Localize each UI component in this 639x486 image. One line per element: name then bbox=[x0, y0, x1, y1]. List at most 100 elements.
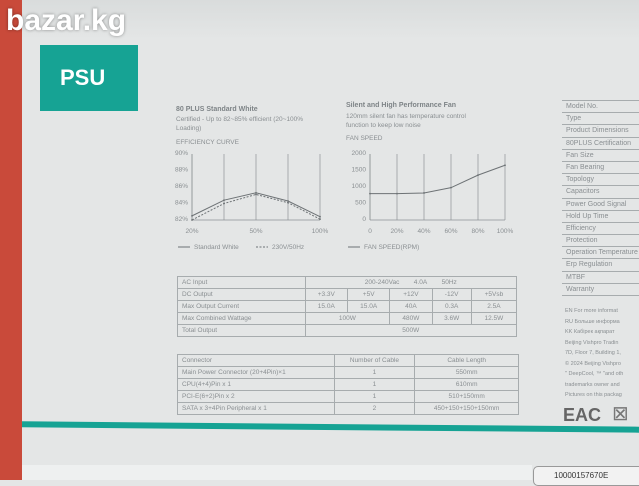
legend-label: Standard White bbox=[194, 244, 239, 251]
y-tick-label: 500 bbox=[355, 200, 366, 207]
note-line: RU Больше информа bbox=[565, 318, 620, 325]
spec-label: Efficiency bbox=[562, 223, 639, 236]
y-tick-label: 1000 bbox=[352, 183, 367, 190]
column-header: Cable Length bbox=[414, 354, 519, 367]
ac-current: 4.0A bbox=[413, 279, 428, 286]
column-header: Number of Cable bbox=[333, 354, 416, 367]
spec-label: Protection bbox=[562, 235, 639, 248]
box-top bbox=[0, 0, 639, 40]
table-cell: 610mm bbox=[414, 378, 519, 391]
max-wattage-row: Max Combined Wattage 100W 480W 3.6W 12.5W bbox=[177, 312, 518, 325]
spec-label: MTBF bbox=[562, 272, 639, 284]
data-point bbox=[477, 174, 479, 177]
data-point bbox=[287, 200, 289, 202]
data-point bbox=[396, 192, 398, 195]
fan-chart-title: FAN SPEED bbox=[346, 135, 383, 142]
series-line bbox=[370, 164, 506, 195]
table-cell: 1 bbox=[333, 366, 416, 379]
table-cell: PCI-E(6+2)Pin x 2 bbox=[177, 390, 335, 403]
x-tick-label: 40% bbox=[417, 228, 430, 235]
efficiency-chart: 82% 84% 86% 88% 90% 20% 50% 100% Standard White 2… bbox=[175, 150, 329, 251]
ac-freq: 50Hz bbox=[441, 279, 457, 286]
table-cell: 510+150mm bbox=[414, 390, 519, 403]
y-tick-label: 82% bbox=[175, 216, 188, 223]
note-line: Pictures on this packag bbox=[565, 392, 622, 398]
column-header: Connector bbox=[177, 354, 335, 367]
table-cell: 1 bbox=[333, 378, 416, 391]
y-tick-label: 88% bbox=[175, 167, 188, 174]
note-line: © 2024 Beijing Vishpro bbox=[565, 360, 621, 367]
box-lower-panel bbox=[22, 465, 532, 480]
barcode-label: 10000157670E bbox=[533, 466, 639, 486]
spec-label: Type bbox=[562, 113, 639, 126]
total-output-row: Total Output 500W bbox=[177, 324, 518, 337]
spec-label: Fan Bearing bbox=[562, 162, 639, 175]
data-point bbox=[423, 192, 425, 194]
spec-label: Model No. bbox=[562, 101, 639, 114]
spec-label: Topology bbox=[562, 174, 639, 187]
watermark: bazar.kg bbox=[6, 4, 127, 37]
x-tick-label: 0 bbox=[368, 228, 372, 235]
data-point bbox=[369, 192, 371, 195]
note-line: trademarks owner and bbox=[565, 381, 620, 388]
spec-label: Warranty bbox=[562, 284, 639, 296]
data-point bbox=[223, 202, 225, 205]
header-row: Connector Number of Cable Cable Length bbox=[177, 354, 519, 367]
notes: EN For more informat RU Больше информа KK … bbox=[565, 306, 639, 401]
table-cell: 550mm bbox=[414, 366, 519, 379]
efficiency-desc: Certified - Up to 82~85% efficient (20~1… bbox=[176, 116, 304, 132]
dc-output-row: DC Output +3.3V +5V +12V -12V +5Vsb bbox=[177, 288, 518, 301]
ac-input-label: AC Input bbox=[177, 276, 306, 289]
data-point bbox=[223, 199, 225, 202]
data-point bbox=[504, 164, 506, 167]
data-point bbox=[287, 201, 289, 204]
data-point bbox=[191, 219, 193, 221]
table-row: CPU(4+4)Pin x 1 1 610mm bbox=[177, 378, 519, 391]
spec-label: Erp Regulation bbox=[562, 259, 639, 272]
note-line: KK Кабірек ақпарат bbox=[565, 329, 615, 335]
x-tick-label: 20% bbox=[390, 228, 403, 235]
data-point bbox=[191, 214, 193, 217]
data-point bbox=[319, 215, 321, 218]
data-point bbox=[319, 218, 321, 221]
table-cell: 2 bbox=[333, 402, 416, 415]
x-tick-label: 50% bbox=[249, 228, 262, 235]
y-tick-label: 84% bbox=[175, 200, 188, 207]
note-line: " DeepCool, ™ "and oth bbox=[565, 371, 624, 377]
y-tick-label: 1500 bbox=[352, 167, 367, 174]
table-row: SATA x 3+4Pin Peripheral x 1 2 450+150+150… bbox=[177, 402, 519, 415]
note-line: 7D, Floor 7, Building 1, bbox=[565, 350, 621, 356]
spec-label: Hold Up Time bbox=[562, 211, 639, 223]
spec-label: Power Good Signal bbox=[562, 199, 639, 211]
table-cell: 1 bbox=[333, 390, 416, 403]
efficiency-chart-title: EFFICIENCY CURVE bbox=[176, 139, 239, 146]
spec-label: Operation Temperature bbox=[562, 247, 639, 260]
spec-label: 80PLUS Certification bbox=[562, 138, 639, 150]
data-point bbox=[255, 191, 257, 194]
spec-label: Fan Size bbox=[562, 150, 639, 162]
table-cell: Main Power Connector (20+4Pin)×1 bbox=[177, 366, 335, 379]
wheelie-bin-icon: ⊠ bbox=[612, 403, 629, 425]
spec-label: Product Dimensions bbox=[562, 125, 639, 138]
legend-label: FAN SPEED(RPM) bbox=[364, 244, 419, 251]
y-tick-label: 0 bbox=[362, 216, 366, 223]
spec-list: Model No. Type Product Dimensions 80PLUS Ce… bbox=[562, 100, 639, 296]
data-point bbox=[255, 193, 257, 196]
spec-label: Capacitors bbox=[562, 186, 639, 199]
output-table: AC Input 200-240Vac 4.0A 50Hz DC Output +3… bbox=[177, 276, 518, 337]
y-tick-label: 90% bbox=[175, 150, 188, 157]
efficiency-heading: 80 PLUS Standard White bbox=[176, 106, 258, 113]
data-point bbox=[450, 186, 452, 189]
note-line: EN For more informat bbox=[565, 308, 618, 314]
section-title: PSU bbox=[40, 45, 138, 111]
x-tick-label: 100% bbox=[497, 228, 514, 235]
table-cell: SATA x 3+4Pin Peripheral x 1 bbox=[177, 402, 335, 415]
fan-desc-2: function to keep low noise bbox=[346, 122, 421, 129]
max-current-row: Max Output Current 15.0A 15.0A 40A 0.3A 2.5A bbox=[177, 300, 518, 313]
y-tick-label: 2000 bbox=[352, 150, 367, 157]
x-tick-label: 100% bbox=[312, 228, 329, 235]
fan-heading: Silent and High Performance Fan bbox=[346, 102, 457, 109]
teal-stripe bbox=[21, 421, 639, 433]
fan-desc-1: 120mm silent fan has temperature control bbox=[346, 113, 466, 120]
box-edge bbox=[0, 0, 22, 480]
